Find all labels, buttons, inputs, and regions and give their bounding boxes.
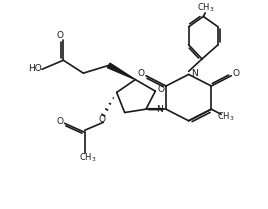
Text: HO: HO — [28, 64, 42, 73]
Text: CH$_3$: CH$_3$ — [197, 2, 215, 14]
Text: O: O — [56, 117, 64, 126]
Text: O: O — [99, 115, 106, 124]
Text: N: N — [157, 105, 163, 114]
Polygon shape — [107, 63, 135, 80]
Text: N: N — [191, 69, 198, 78]
Text: O: O — [158, 85, 165, 94]
Text: O: O — [233, 69, 240, 78]
Text: O: O — [57, 31, 64, 40]
Text: O: O — [138, 69, 145, 78]
Text: CH$_3$: CH$_3$ — [217, 111, 235, 123]
Text: CH$_3$: CH$_3$ — [79, 152, 96, 164]
